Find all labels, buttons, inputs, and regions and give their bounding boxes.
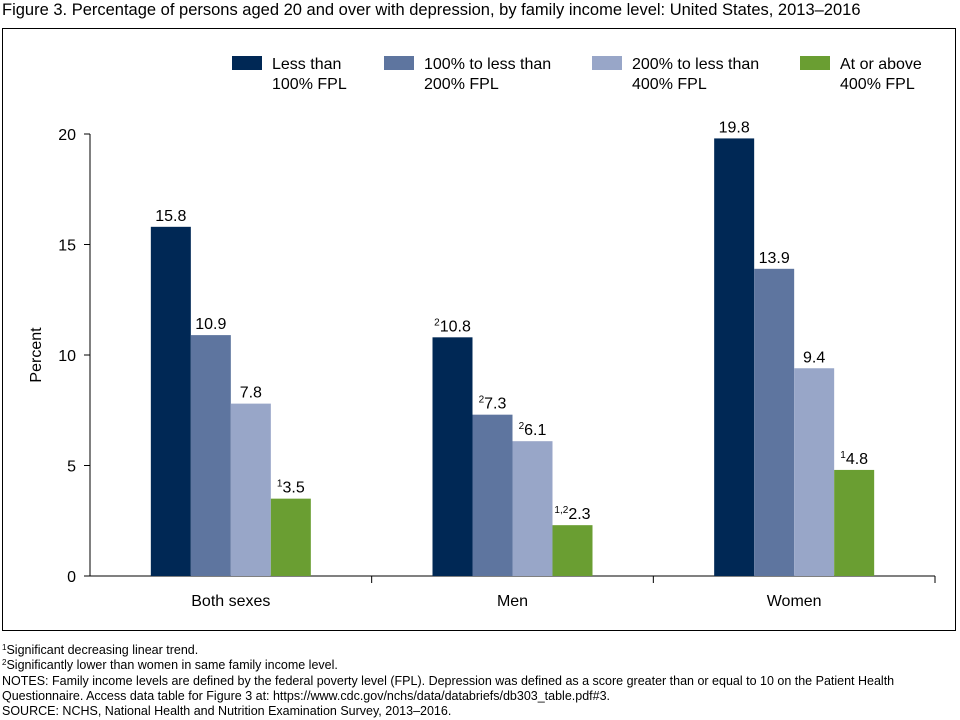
footnote-2-marker: 2	[2, 658, 7, 668]
legend-swatch-100-to-less-than-200-fpl	[384, 56, 414, 70]
bar-both-sexes-100-to-less-than-200-fpl	[190, 335, 231, 576]
bar-women-200-to-less-than-400-fpl	[794, 368, 835, 576]
bar-label-both-sexes-less-than-100-fpl: 15.8	[155, 208, 186, 225]
notes-line-1: NOTES: Family income levels are defined …	[2, 673, 895, 688]
bar-label-men-100-to-less-than-200-fpl: 27.3	[479, 395, 507, 413]
bar-men-less-than-100-fpl	[432, 337, 473, 576]
y-tick-label-0: 0	[67, 569, 76, 586]
bar-label-women-less-than-100-fpl: 19.8	[719, 119, 750, 136]
footnote-1-marker: 1	[2, 643, 7, 652]
bar-women-100-to-less-than-200-fpl	[754, 268, 795, 576]
footnote-1-text: Significant decreasing linear trend.	[6, 643, 199, 657]
source-line: SOURCE: NCHS, National Health and Nutrit…	[2, 704, 452, 719]
bar-label-both-sexes-200-to-less-than-400-fpl: 7.8	[240, 385, 262, 402]
bar-both-sexes-at-or-above-400-fpl	[270, 498, 311, 576]
legend-label-200-to-less-than-400-fpl-line-1: 200% to less than	[632, 56, 759, 73]
bar-men-100-to-less-than-200-fpl	[472, 414, 513, 576]
x-tick-label-men: Men	[497, 593, 528, 610]
x-tick-label-both-sexes: Both sexes	[191, 593, 270, 610]
y-tick-label-15: 15	[58, 238, 76, 255]
bar-label-both-sexes-at-or-above-400-fpl: 13.5	[277, 479, 305, 497]
figure-title: Figure 3. Percentage of persons aged 20 …	[2, 1, 861, 19]
y-tick-label-20: 20	[58, 127, 76, 144]
legend-swatch-at-or-above-400-fpl	[800, 56, 830, 70]
y-tick-label-10: 10	[58, 348, 76, 365]
legend-swatch-less-than-100-fpl	[232, 56, 262, 70]
y-axis-label: Percent	[28, 327, 45, 383]
bar-both-sexes-200-to-less-than-400-fpl	[230, 403, 271, 576]
bar-women-less-than-100-fpl	[714, 138, 755, 577]
legend-label-less-than-100-fpl-line-1: Less than	[272, 56, 341, 73]
notes-section: 1Significant decreasing linear trend. 2S…	[2, 643, 956, 719]
bar-label-women-200-to-less-than-400-fpl: 9.4	[803, 349, 825, 366]
footnote-2: 2Significantly lower than women in same …	[2, 658, 956, 673]
bar-label-men-at-or-above-400-fpl: 1,22.3	[554, 505, 590, 523]
bar-both-sexes-less-than-100-fpl	[150, 226, 191, 576]
bar-label-women-at-or-above-400-fpl: 14.8	[840, 450, 868, 468]
legend-label-at-or-above-400-fpl-line-2: 400% FPL	[840, 76, 915, 93]
notes-line-2: Questionnaire. Access data table for Fig…	[2, 688, 611, 703]
bar-label-both-sexes-100-to-less-than-200-fpl: 10.9	[195, 316, 226, 333]
legend-label-200-to-less-than-400-fpl-line-2: 400% FPL	[632, 76, 707, 93]
bar-men-at-or-above-400-fpl	[552, 525, 593, 576]
legend-label-100-to-less-than-200-fpl-line-2: 200% FPL	[424, 76, 499, 93]
legend-label-100-to-less-than-200-fpl-line-1: 100% to less than	[424, 56, 551, 73]
legend-label-less-than-100-fpl-line-2: 100% FPL	[272, 76, 347, 93]
bar-label-women-100-to-less-than-200-fpl: 13.9	[759, 250, 790, 267]
bar-women-at-or-above-400-fpl	[834, 469, 875, 576]
footnote-2-text: Significantly lower than women in same f…	[6, 658, 338, 673]
bar-chart: 0 5 10 15 20 Percent Both sexes Men Women 15.8 210…	[28, 56, 936, 610]
y-tick-label-5: 5	[67, 459, 76, 476]
footnote-1: 1Significant decreasing linear trend.	[2, 643, 956, 658]
bar-men-200-to-less-than-400-fpl	[512, 441, 553, 576]
bar-label-men-less-than-100-fpl: 210.8	[434, 317, 471, 335]
legend-swatch-200-to-less-than-400-fpl	[592, 56, 622, 70]
chart-frame	[2, 28, 956, 631]
bar-label-men-200-to-less-than-400-fpl: 26.1	[519, 421, 547, 439]
x-tick-label-women: Women	[767, 593, 822, 610]
legend-label-at-or-above-400-fpl-line-1: At or above	[840, 56, 922, 73]
